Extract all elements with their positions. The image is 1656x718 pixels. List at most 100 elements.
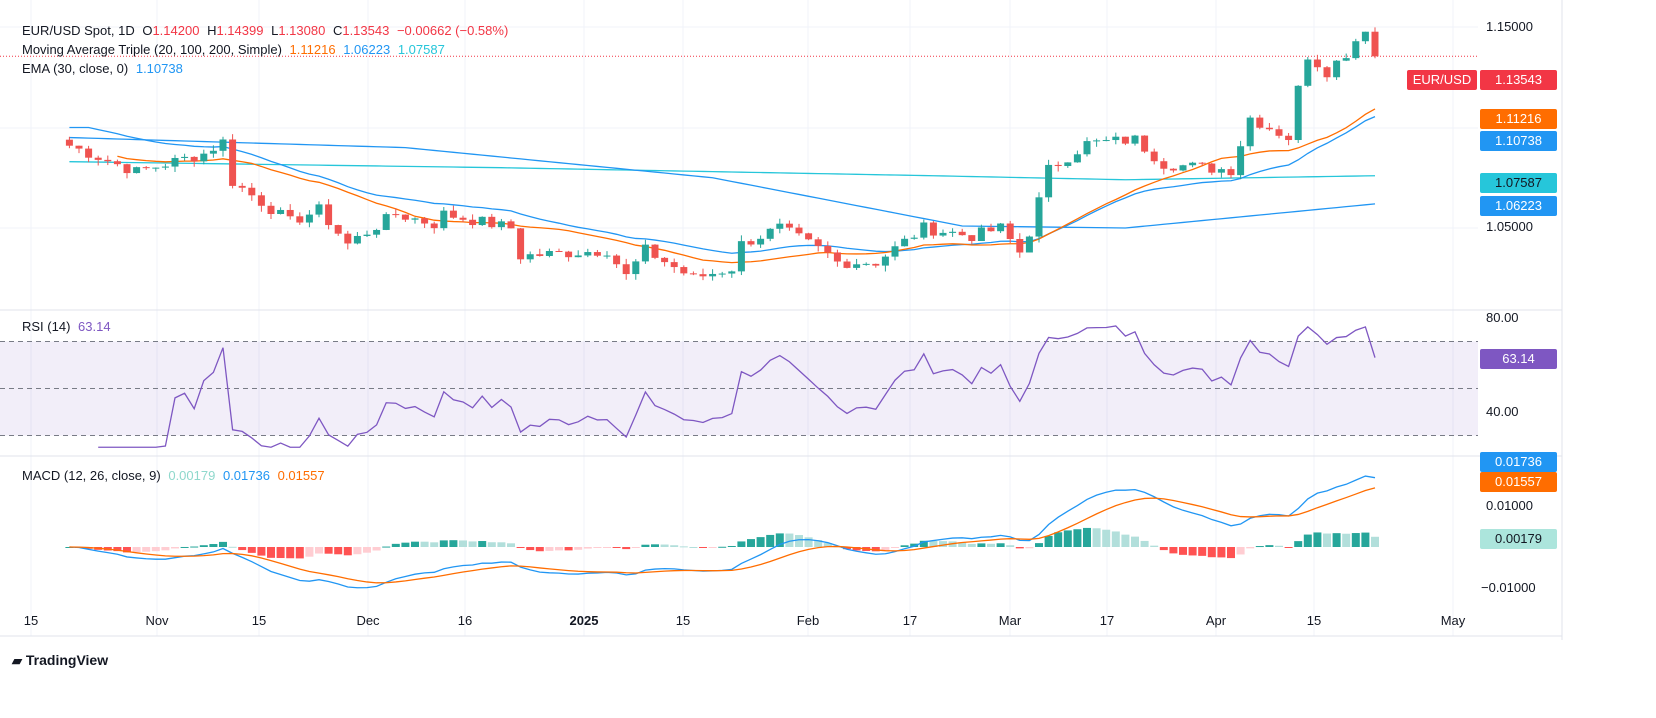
candle-body [325, 204, 333, 226]
ema30-line [69, 115, 1376, 254]
candle-body [757, 238, 765, 245]
macd-histogram-bar [804, 537, 813, 547]
macd-histogram-bar [1342, 533, 1351, 547]
candle-body [344, 233, 352, 244]
candle-body [1054, 164, 1062, 167]
high-value: 1.14399 [216, 23, 264, 38]
candle-body [1313, 59, 1321, 68]
candle-body [75, 145, 83, 149]
candle-body [190, 156, 198, 162]
brand-name: TradingView [25, 652, 109, 668]
candle-body [401, 214, 409, 220]
candle-body [267, 205, 275, 214]
rsi-label: RSI (14) [22, 319, 71, 334]
candle-body [680, 267, 688, 274]
time-tick: 17 [902, 613, 918, 628]
macd-histogram-bar [967, 543, 976, 547]
candle-body [1342, 58, 1350, 61]
candle-body [1045, 164, 1053, 198]
ema-legend: EMA (30, close, 0) 1.10738 [22, 61, 187, 76]
candle-body [651, 244, 659, 258]
candle-body [421, 218, 429, 224]
time-tick: 17 [1099, 613, 1115, 628]
macd-histogram-bar [334, 547, 343, 555]
macd-histogram-bar [737, 541, 746, 547]
ma200-tag: 1.07587 [1480, 173, 1557, 193]
macd-histogram-bar [1303, 534, 1312, 547]
time-tick: 15 [23, 613, 39, 628]
macd-histogram-bar [315, 547, 323, 554]
macd-legend: MACD (12, 26, close, 9) 0.00179 0.01736 … [22, 468, 329, 483]
ema-value: 1.10738 [135, 61, 183, 76]
candle-body [430, 223, 438, 229]
macd-histogram-bar [891, 547, 899, 548]
macd-histogram-bar [1371, 536, 1379, 547]
macd-histogram-bar [651, 544, 659, 547]
candle-body [382, 214, 390, 230]
candle-body [641, 244, 649, 262]
candle-body [709, 273, 717, 277]
macd-histogram-bar [1361, 532, 1370, 547]
macd-histogram-bar [1073, 529, 1082, 547]
macd-histogram-bar [372, 547, 381, 551]
macd-histogram-bar [1294, 541, 1303, 547]
close-label: C [332, 23, 343, 38]
candle-body [113, 161, 121, 165]
macd-histogram-bar [439, 540, 448, 547]
candle-body [613, 255, 621, 265]
candle-body [901, 238, 909, 247]
candle-body [728, 271, 736, 274]
candle-body [469, 219, 477, 226]
candle-body [1189, 162, 1197, 166]
macd-histogram-bar [1092, 528, 1101, 547]
candle-body [1227, 169, 1235, 176]
candle-body [968, 235, 976, 241]
candle-body [1073, 154, 1081, 163]
macd-histogram-bar [756, 537, 765, 547]
macd-tick: −0.01000 [1481, 580, 1536, 595]
macd-histogram-bar [535, 547, 544, 552]
change-value: −0.00662 (−0.58%) [396, 23, 509, 38]
candle-body [1371, 31, 1379, 57]
macd-histogram-bar [1054, 532, 1063, 547]
time-tick: 16 [457, 613, 473, 628]
candle-body [1304, 59, 1312, 86]
candle-body [65, 139, 73, 146]
macd-histogram-bar [900, 545, 909, 547]
candle-body [1006, 223, 1014, 240]
candle-body [353, 235, 361, 244]
ma20-line [117, 108, 1376, 264]
macd-histogram-bar [247, 547, 256, 553]
macd-histogram-bar [823, 543, 832, 547]
macd-histogram-bar [132, 547, 141, 553]
candle-body [929, 222, 937, 236]
open-label: O [142, 23, 153, 38]
candle-body [411, 218, 419, 220]
candle-body [891, 246, 899, 257]
candle-body [939, 232, 947, 236]
candle-body [1294, 85, 1302, 141]
macd-histogram-bar [420, 541, 429, 547]
macd-histogram-bar [1044, 535, 1053, 547]
candle-body [478, 216, 486, 226]
candle-body [171, 157, 179, 167]
tradingview-logo[interactable]: ▰ TradingView [12, 652, 108, 669]
macd-histogram-bar [1227, 547, 1235, 559]
candle-body [1361, 31, 1369, 42]
symbol-price-tag: EUR/USD [1407, 70, 1477, 90]
macd-histogram-bar [516, 547, 525, 549]
ma100-value: 1.06223 [343, 42, 391, 57]
candle-body [661, 257, 669, 263]
macd-histogram-bar [1035, 543, 1043, 547]
candle-body [1333, 60, 1341, 78]
macd-histogram-bar [199, 545, 208, 547]
macd-histogram-bar [497, 542, 506, 547]
macd-histogram-bar [1313, 532, 1322, 547]
candle-body [517, 228, 525, 260]
hist-tag: 0.00179 [1480, 529, 1557, 549]
candle-body [488, 216, 496, 228]
candle-body [593, 252, 601, 256]
candle-body [1160, 161, 1168, 169]
symbol-legend: EUR/USD Spot, 1D O1.14200 H1.14399 L1.13… [22, 23, 512, 38]
